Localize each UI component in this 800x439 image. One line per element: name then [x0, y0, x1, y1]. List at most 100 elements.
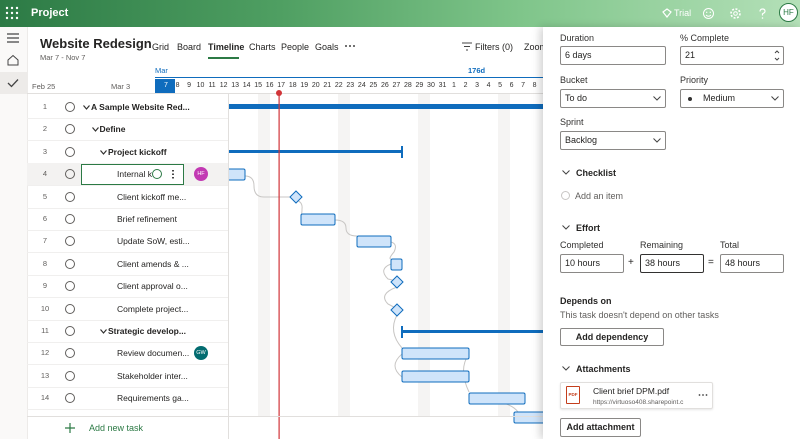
plus-sign: +: [628, 257, 634, 268]
day-label: 28: [404, 82, 412, 89]
task-checkbox[interactable]: [65, 326, 75, 336]
tab[interactable]: Grid: [152, 42, 170, 52]
section-chevron[interactable]: [562, 366, 570, 371]
menu-icon[interactable]: [7, 33, 19, 43]
task-checkbox[interactable]: [65, 146, 75, 157]
trial-icon: [662, 8, 672, 18]
add-task-icon[interactable]: [65, 423, 75, 433]
task-checkbox[interactable]: [65, 348, 75, 359]
task-name[interactable]: Strategic develop...: [108, 326, 186, 336]
task-name[interactable]: Client approval o...: [117, 281, 188, 292]
row-number: 14: [40, 393, 50, 403]
row-number: 9: [42, 281, 48, 291]
task-name[interactable]: Complete project...: [117, 303, 189, 314]
trial-label[interactable]: Trial: [674, 8, 692, 18]
info-icon[interactable]: [152, 169, 162, 180]
section-title: Checklist: [576, 168, 617, 178]
row-number: 6: [42, 214, 48, 223]
home-icon[interactable]: [7, 54, 19, 66]
tab[interactable]: Board: [177, 42, 202, 52]
percent-complete-input[interactable]: 21: [680, 46, 784, 65]
task-name[interactable]: Project kickoff: [108, 146, 167, 157]
checklist-circle: [561, 191, 570, 200]
task-name[interactable]: Review documen...: [117, 348, 190, 359]
tab[interactable]: People: [281, 42, 310, 52]
spinner[interactable]: [774, 49, 780, 62]
task-checkbox[interactable]: [65, 393, 75, 404]
sprint-select[interactable]: Backlog: [560, 131, 666, 150]
task-name[interactable]: Client amends & ...: [117, 258, 189, 269]
expand-chevron[interactable]: [100, 329, 107, 334]
remaining-input[interactable]: 38 hours: [640, 254, 704, 273]
tab[interactable]: Charts: [249, 42, 276, 52]
row-separator: [27, 230, 228, 231]
day-label: 19: [300, 82, 309, 89]
section-chevron[interactable]: [562, 170, 570, 175]
section-title: Depends on: [560, 296, 612, 306]
completed-input[interactable]: 10 hours: [560, 254, 624, 273]
attachment-name[interactable]: Client brief DPM.pdf: [593, 386, 670, 396]
task-checkbox[interactable]: [65, 258, 75, 269]
filters-button[interactable]: Filters (0): [475, 42, 513, 52]
tab[interactable]: Timeline: [208, 42, 245, 52]
add-checklist-item[interactable]: Add an item: [575, 191, 624, 201]
row-number: 10: [40, 303, 50, 313]
depends-text: This task doesn't depend on other tasks: [560, 310, 719, 320]
task-name[interactable]: Brief refinement: [117, 214, 177, 224]
task-name[interactable]: Client kickoff me...: [117, 191, 187, 202]
expand-chevron[interactable]: [91, 127, 99, 133]
task-checkbox[interactable]: [65, 169, 75, 180]
task-checkbox[interactable]: [65, 214, 75, 224]
day-label: 27: [392, 82, 401, 89]
task-checkbox[interactable]: [65, 303, 75, 314]
more-icon[interactable]: [172, 169, 174, 180]
attachment-more[interactable]: [698, 393, 708, 397]
tasks-icon[interactable]: [7, 78, 19, 88]
task-checkbox[interactable]: [65, 124, 75, 135]
task-name[interactable]: A Sample Website Red...: [91, 102, 190, 112]
duration-marker: 176d: [468, 66, 486, 75]
expand-chevron[interactable]: [100, 149, 107, 155]
settings-icon[interactable]: [729, 7, 742, 20]
week-label: Mar 3: [111, 82, 131, 91]
section-chevron[interactable]: [562, 225, 570, 230]
task-checkbox[interactable]: [65, 281, 75, 292]
task-checkbox[interactable]: [65, 370, 75, 381]
row-number: 2: [42, 124, 48, 134]
task-name[interactable]: Requirements ga...: [117, 393, 189, 404]
more-tabs[interactable]: [344, 44, 356, 48]
tab[interactable]: Goals: [315, 42, 339, 52]
task-name[interactable]: Internal k: [117, 169, 152, 180]
dropdown-chevron: [653, 138, 661, 143]
add-attachment-button[interactable]: Add attachment: [560, 418, 641, 437]
bucket-select[interactable]: To do: [560, 89, 666, 108]
duration-input[interactable]: 6 days: [560, 46, 666, 65]
task-name[interactable]: Stakeholder inter...: [117, 370, 188, 381]
help-icon[interactable]: [756, 7, 769, 20]
total-input[interactable]: 48 hours: [720, 254, 784, 273]
task-checkbox[interactable]: [65, 102, 75, 112]
day-label: 25: [369, 82, 378, 89]
priority-dot: [688, 97, 692, 101]
task-checkbox[interactable]: [65, 191, 75, 202]
expand-chevron[interactable]: [83, 105, 90, 110]
gantt: [228, 94, 545, 439]
assignee-avatar: HF: [194, 167, 208, 182]
feedback-icon[interactable]: [702, 7, 715, 20]
task-name[interactable]: Define: [99, 124, 126, 135]
priority-select[interactable]: Medium: [680, 89, 784, 108]
app-launcher[interactable]: [5, 6, 19, 20]
attachment-card[interactable]: [560, 382, 713, 409]
app-name[interactable]: Project: [31, 7, 69, 19]
day-label: 10: [196, 82, 205, 89]
task-name[interactable]: Update SoW, esti...: [117, 236, 190, 247]
add-task[interactable]: Add new task: [89, 423, 144, 433]
row-number: 3: [42, 146, 48, 156]
zoom-button[interactable]: Zoom: [524, 42, 548, 52]
add-dependency-button[interactable]: Add dependency: [560, 328, 664, 346]
task-checkbox[interactable]: [65, 236, 75, 247]
task-details-panel: Duration 6 days % Complete 21 Bucket To …: [543, 27, 800, 439]
row-separator: [27, 118, 228, 119]
user-avatar[interactable]: HF: [779, 3, 798, 22]
